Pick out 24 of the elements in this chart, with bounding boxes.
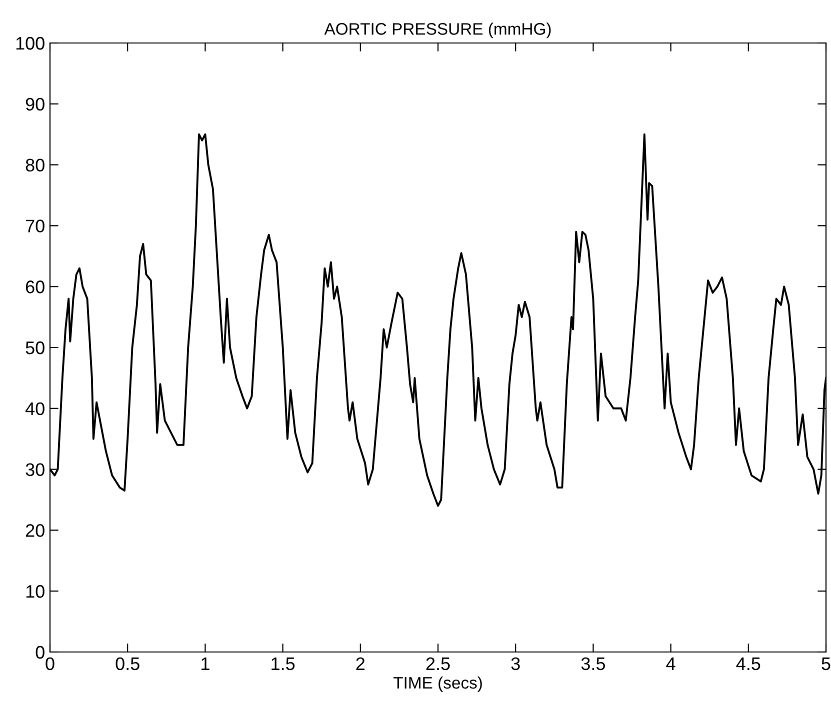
y-tick-label: 20: [26, 524, 44, 537]
x-tick-label: 1: [202, 658, 210, 670]
x-tick-label: 3.5: [581, 657, 605, 670]
chart-title: AORTIC PRESSURE (mmHG): [324, 22, 551, 38]
y-tick-label: 90: [26, 98, 44, 111]
x-tick-label: 0.5: [116, 657, 140, 670]
y-tick-label: 60: [26, 280, 44, 294]
y-tick-label: 80: [26, 158, 44, 172]
x-tick-label: 4.5: [736, 658, 760, 670]
y-tick-label: 100: [16, 36, 44, 50]
x-axis-title: TIME (secs): [393, 676, 482, 692]
y-tick-label: 40: [25, 402, 44, 416]
x-tick-label: 1.5: [272, 658, 295, 670]
y-tick-label: 10: [26, 585, 44, 598]
x-tick-label: 3: [511, 657, 520, 670]
x-tick-label: 5: [822, 658, 830, 670]
y-tick-label: 50: [26, 341, 44, 354]
x-tick-label: 4: [666, 658, 676, 670]
x-tick-label: 2: [356, 657, 365, 670]
x-tick-label: 2.5: [426, 657, 450, 670]
y-tick-label: 0: [36, 646, 44, 659]
y-tick-label: 30: [26, 463, 44, 476]
x-tick-label: 0: [46, 657, 54, 670]
y-tick-label: 70: [26, 220, 44, 232]
